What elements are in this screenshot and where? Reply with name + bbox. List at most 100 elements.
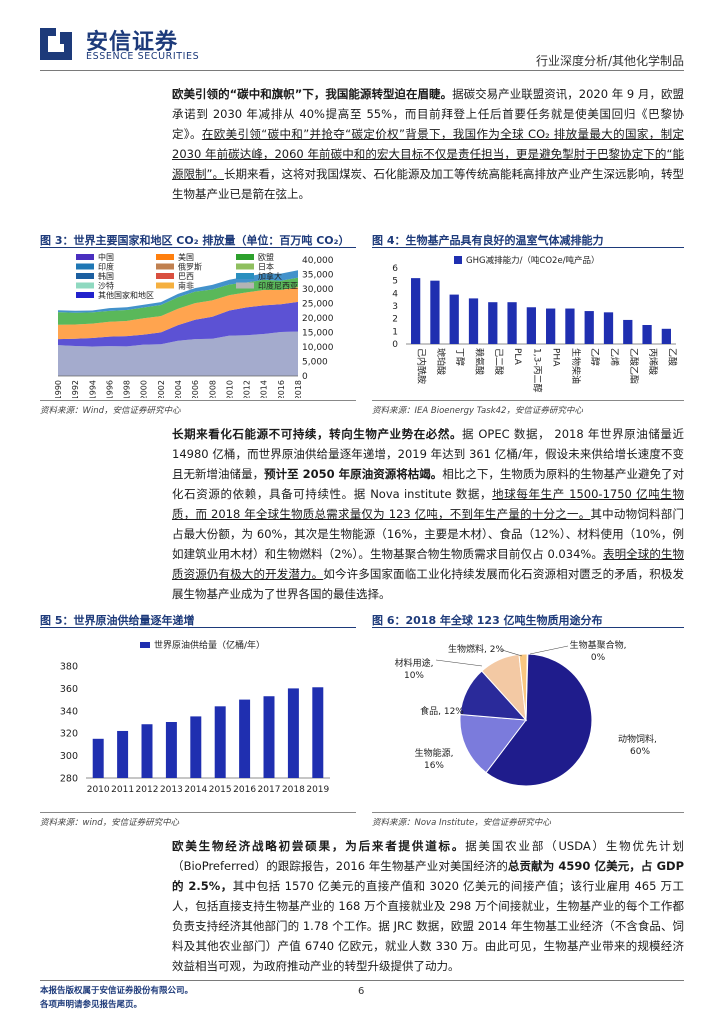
fig4-xtick-label: 丁醇 (454, 348, 466, 366)
fig3-legend-swatch (236, 282, 254, 289)
fig4-bar (411, 278, 421, 344)
fig4-bar (642, 325, 652, 344)
fig4-xtick-label: 乙酸 (666, 348, 677, 366)
fig4-title: 图 4：生物基产品具有良好的温室气体减排能力 (372, 234, 604, 247)
fig5-ytick-label: 320 (60, 729, 78, 740)
fig3-legend-label: 其他国家和地区 (98, 290, 154, 300)
fig5-xtick-label: 2011 (111, 785, 134, 795)
fig5-bar (239, 699, 251, 778)
fig3-legend-swatch (236, 254, 254, 260)
fig4-xtick-label: PLA (512, 348, 522, 366)
fig3-legend-label: 南非 (178, 281, 194, 291)
fig4-bar (603, 312, 614, 344)
fig4-ytick-label: 6 (392, 264, 398, 274)
fig3-title-rule (40, 247, 356, 248)
fig3-legend-swatch (76, 273, 94, 279)
fig3-ytick-label: 5,000 (302, 358, 328, 368)
fig5-xtick-label: 2012 (136, 785, 159, 795)
area-eu (58, 277, 298, 325)
fig5-xtick-label: 2014 (184, 785, 207, 795)
para2-s2: 预计至 2050 年原油资源将枯竭。 (264, 467, 443, 481)
para3-lead: 欧美生物经济战略初尝硕果，为后来者提供道标。 (172, 839, 466, 853)
fig3-legend-swatch (76, 292, 94, 298)
fig6-leader-line (435, 659, 483, 667)
fig5-title-rule (40, 627, 356, 628)
fig4-ytick-label: 5 (392, 277, 398, 287)
fig3-legend-label: 欧盟 (258, 252, 274, 262)
fig6-slice-label: 生物基聚合物, (570, 639, 627, 651)
fig3-source: 资料来源：Wind，安信证券研究中心 (40, 406, 181, 416)
fig3-legend-label: 中国 (98, 252, 114, 262)
para2-s1: 据 OPEC 数据， 2018 年世界原油储量近 14980 亿桶，而世界原油供… (172, 427, 684, 481)
fig4-bar-chart: 0123456己内酰胺 琥珀酸 丁醇 赖氨酸 己二酸 PLA 1,3-丙二醇 PHA 生物柴油乙… (392, 255, 677, 393)
fig3-legend-label: 加拿大 (258, 271, 282, 281)
fig3-legend-swatch (156, 273, 174, 279)
paragraph-bioeconomy: 欧美生物经济战略初尝硕果，为后来者提供道标。据美国农业部（USDA）生物优先计划… (172, 836, 684, 976)
fig4-bar (565, 308, 575, 344)
fig5-bar (165, 722, 177, 778)
fig3-legend-swatch (156, 282, 174, 289)
para1-lead: 欧美引领的“碳中和旗帜”下，我国能源转型迫在眉睫。 (172, 87, 453, 101)
fig3-ytick-label: 0 (302, 372, 308, 382)
fig5-legend-label: 世界原油供给量（亿桶/年） (154, 639, 265, 651)
para2-s3: 相比之下，生物质为原料的生物基产业避免了对化石资源的依赖，具备可持续性。据 No… (172, 467, 685, 501)
fig3-legend-label: 巴西 (178, 272, 194, 281)
fig3-xtick-label: 1996 (105, 380, 114, 398)
para1-body2: 在欧美引领“碳中和”并抢夺“碳定价权”背景下，我国作为全球 CO₂ 排放量最大的… (172, 127, 684, 181)
fig4-source-rule (372, 400, 684, 401)
paragraph-fossil-energy: 长期来看化石能源不可持续，转向生物产业势在必然。据 OPEC 数据， 2018 … (172, 424, 684, 604)
paragraph-carbon-neutral: 欧美引领的“碳中和旗帜”下，我国能源转型迫在眉睫。据碳交易产业联盟资讯，2020… (172, 84, 684, 204)
para1-body1: 据碳交易产业联盟资讯，2020 年 9 月，欧盟承诺到 2030 年减排从 40… (172, 87, 684, 141)
fig4-bar (526, 307, 536, 344)
fig4-xtick-label: PHA (551, 348, 561, 367)
fig3-legend-label: 日本 (258, 262, 274, 272)
report-type: 行业深度分析/其他化学制品 (535, 54, 684, 68)
area-india (58, 270, 298, 313)
fig3-legend-label: 俄罗斯 (178, 262, 202, 272)
fig3-legend-label: 韩国 (98, 271, 114, 281)
fig5-bar (92, 738, 104, 778)
fig4-bar (507, 302, 517, 344)
fig3-legend-label: 印度尼西亚 (258, 281, 298, 291)
fig3-legend-label: 沙特 (98, 281, 114, 291)
fig3-legend-swatch (76, 282, 94, 289)
footer-divider (40, 980, 684, 981)
fig6-slice-percent: 60% (630, 747, 650, 757)
fig5-xtick-label: 2018 (282, 785, 305, 795)
fig6-leader-line (529, 645, 569, 655)
para3-s1: 据美国农业部（USDA）生物优先计划（BioPreferred）的跟踪报告，20… (172, 839, 684, 873)
fig5-bar (214, 706, 226, 778)
fig6-slice-label: 动物饲料, (618, 733, 657, 745)
fig5-bar (141, 724, 153, 778)
fig3-ytick-label: 20,000 (302, 314, 334, 324)
fig5-source-rule (40, 812, 356, 813)
fig3-xtick-label: 2002 (157, 380, 166, 398)
fig5-ytick-label: 380 (60, 662, 78, 673)
fig5-xtick-label: 2016 (233, 785, 256, 795)
fig4-xtick-label: 1,3-丙二醇 (531, 348, 543, 393)
fig4-xtick-label: 己二酸 (493, 348, 504, 375)
fig5-xtick-label: 2017 (258, 785, 281, 795)
fig6-slice-percent: 0% (591, 653, 606, 663)
fig5-ytick-label: 360 (60, 684, 78, 695)
area-china (58, 301, 298, 347)
fig4-bar (449, 294, 459, 344)
fig3-xtick-label: 2010 (225, 380, 234, 398)
fig3-xtick-label: 2012 (243, 380, 252, 398)
fig3-legend-swatch (236, 263, 254, 270)
fig5-bar (263, 696, 275, 778)
fig3-legend-swatch (156, 263, 174, 270)
fig5-bar (117, 730, 129, 778)
fig3-legend-swatch (236, 273, 254, 279)
fig3-xtick-label: 1998 (123, 380, 132, 398)
fig4-legend-label: GHG减排能力/（吨CO2e/吨产品） (466, 255, 600, 266)
fig4-xtick-label: 赖氨酸 (474, 348, 486, 375)
fig3-ytick-label: 15,000 (302, 329, 334, 339)
fig3-ytick-label: 10,000 (302, 343, 334, 353)
page-number: 6 (358, 986, 365, 997)
fig3-xtick-label: 2006 (191, 380, 200, 398)
fig6-source-rule (372, 812, 684, 813)
fig3-xtick-label: 2014 (260, 380, 269, 398)
fig6-slice-label: 材料用途, (395, 657, 434, 669)
para2-s5: 其中动物饲料部门占最大份额，为 60%，其次是生物能源（16%，主要是木材）、食… (172, 507, 685, 561)
